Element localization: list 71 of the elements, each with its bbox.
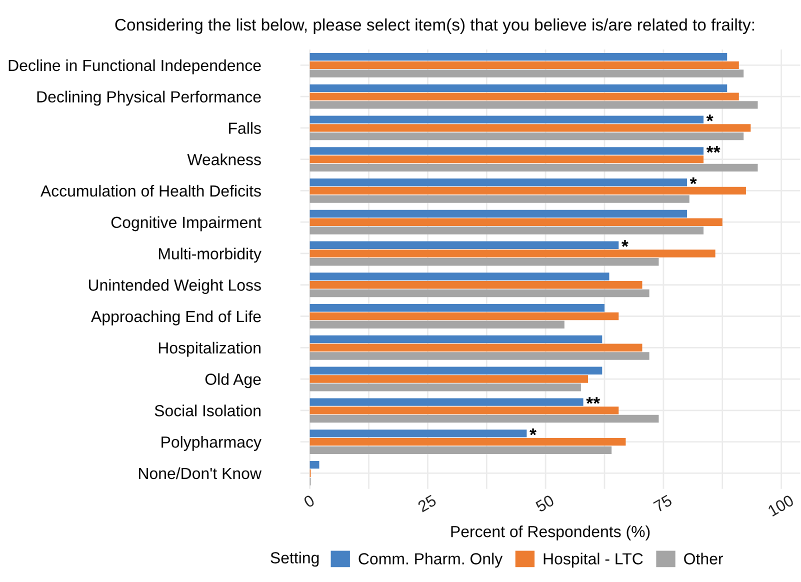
y-tick-label: Accumulation of Health Deficits xyxy=(40,184,261,197)
bar xyxy=(310,132,744,140)
bar xyxy=(310,414,659,423)
bar xyxy=(310,61,739,70)
bar xyxy=(310,430,527,438)
bar xyxy=(310,406,619,414)
x-tick-label: 0 xyxy=(302,494,316,508)
bar xyxy=(310,438,626,446)
annotation: * xyxy=(706,114,714,122)
bar xyxy=(310,218,722,226)
bar xyxy=(310,272,610,280)
bar xyxy=(310,289,650,298)
bar xyxy=(310,335,602,344)
bar xyxy=(310,186,746,195)
y-tick-label: Cognitive Impairment xyxy=(111,216,262,232)
legend-title: Setting xyxy=(270,552,319,567)
y-tick-label: None/Don't Know xyxy=(139,467,262,480)
bar xyxy=(310,304,605,312)
bar xyxy=(310,398,584,406)
annotation: * xyxy=(530,428,536,436)
y-tick-label: Approaching End of Life xyxy=(91,310,261,326)
bar xyxy=(310,92,739,100)
annotation: * xyxy=(621,240,628,247)
bar xyxy=(310,155,704,164)
bar xyxy=(310,250,716,258)
x-axis-title: Percent of Respondents (%) xyxy=(451,526,650,540)
bar xyxy=(310,384,581,392)
bar xyxy=(310,116,704,124)
y-tick-label: Polypharmacy xyxy=(162,436,262,451)
bar xyxy=(310,124,751,132)
bar xyxy=(310,147,704,155)
legend-label: Comm. Pharm. Only xyxy=(358,552,503,568)
bar xyxy=(310,195,690,203)
bar xyxy=(310,366,602,375)
y-tick-label: Old Age xyxy=(205,373,261,388)
annotation: ** xyxy=(586,397,600,404)
chart-title: Considering the list below, please select item(s) that you believe is/are related to frailty: xyxy=(115,18,754,34)
x-tick-label: 75 xyxy=(653,494,673,512)
y-tick-label: Hospitalization xyxy=(158,342,260,357)
bar xyxy=(310,281,642,289)
y-tick-label: Social Isolation xyxy=(154,404,260,416)
bar xyxy=(310,352,650,360)
bar xyxy=(310,84,728,92)
legend-label: Hospital - LTC xyxy=(544,552,643,568)
legend-label: Other xyxy=(684,552,724,564)
bar xyxy=(310,101,758,109)
bar xyxy=(310,344,642,352)
annotation: ** xyxy=(706,146,720,153)
bar xyxy=(310,375,588,383)
y-tick-label: Declining Physical Performance xyxy=(37,90,261,106)
bar xyxy=(310,52,728,61)
y-tick-label: Weakness xyxy=(187,154,261,166)
bar xyxy=(310,164,758,172)
bar xyxy=(310,226,704,234)
x-tick-label: 25 xyxy=(417,494,437,512)
bar xyxy=(310,446,612,454)
bar xyxy=(310,70,744,78)
bar xyxy=(310,320,564,328)
bar xyxy=(310,312,619,320)
annotation: * xyxy=(690,177,697,184)
bar xyxy=(310,460,320,469)
bar xyxy=(310,178,688,186)
y-tick-label: Unintended Weight Loss xyxy=(88,279,261,294)
bar xyxy=(310,258,659,266)
y-tick-label: Falls xyxy=(229,122,261,134)
bar xyxy=(310,241,619,249)
y-tick-label: Multi-morbidity xyxy=(158,248,262,263)
bar xyxy=(310,210,688,218)
x-tick-label: 50 xyxy=(534,494,555,512)
x-tick-label: 100 xyxy=(767,494,794,517)
y-tick-label: Decline in Functional Independence xyxy=(8,59,261,74)
